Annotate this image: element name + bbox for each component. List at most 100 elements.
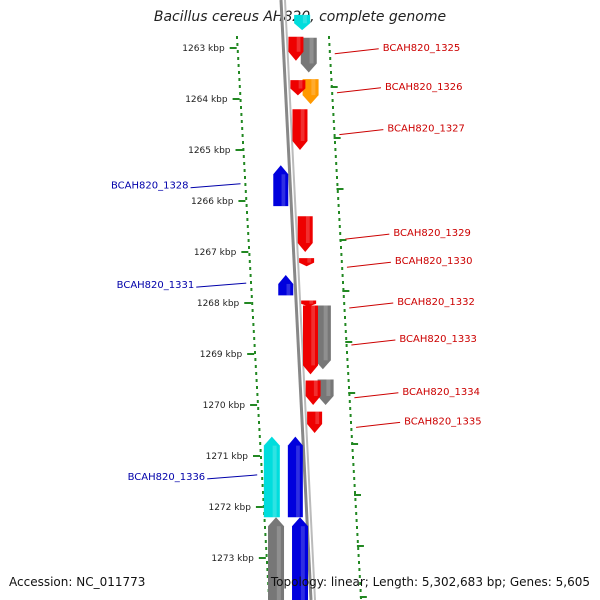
gene-arrow-g1326[interactable]: [290, 80, 306, 96]
ruler-dot: [260, 470, 263, 473]
ruler-dot: [328, 36, 330, 39]
ruler-dot: [254, 358, 257, 361]
ruler-tick-mark: [255, 506, 263, 508]
rna_cyan-feature[interactable]: [263, 436, 280, 518]
gene-label-g1333[interactable]: BCAH820_1333: [399, 334, 477, 345]
ruler-dot: [243, 162, 246, 165]
ruler-dot: [350, 428, 353, 431]
ruler-dot: [248, 253, 251, 256]
ruler-tick-mark: [348, 392, 356, 394]
ruler-dot: [260, 463, 263, 466]
ruler-dot: [332, 113, 335, 116]
ruler-dot: [266, 568, 269, 571]
ruler-dot: [258, 428, 261, 431]
pseudo_gray-feature[interactable]: [317, 379, 334, 406]
rna_cyan-feature[interactable]: [294, 14, 311, 31]
ruler-dot: [358, 575, 361, 578]
gene-arrow-g1334[interactable]: [305, 380, 321, 405]
ruler-dot: [248, 260, 251, 263]
ruler-dot: [254, 365, 257, 368]
pseudo_gray-feature[interactable]: [268, 517, 285, 600]
gene-arrow-g1328[interactable]: [273, 165, 289, 207]
ruler-dot: [344, 330, 347, 333]
gene-label-g1328[interactable]: BCAH820_1328: [111, 181, 189, 192]
pseudo_gray-feature[interactable]: [314, 305, 331, 370]
gene-arrow-g1329[interactable]: [297, 216, 313, 252]
ruler-dot: [352, 463, 355, 466]
ruler-tick-mark: [342, 290, 350, 292]
gene-arrow-g1329-shade: [305, 216, 310, 243]
ruler-dot: [236, 43, 239, 46]
ruler-dot: [244, 176, 246, 179]
gene-arrow-g1336[interactable]: [287, 436, 303, 518]
ruler-dots-right: [328, 36, 362, 599]
gene-arrow-g1333[interactable]: [302, 305, 318, 375]
ruler-dot: [346, 351, 348, 354]
ruler-dot: [266, 561, 268, 564]
ruler-tick-mark: [232, 98, 240, 100]
ruler-tick-mark: [345, 341, 353, 343]
ruler-dot: [340, 260, 343, 263]
reverse_gene-feature[interactable]: [292, 517, 309, 600]
gene-label-g1330[interactable]: BCAH820_1330: [395, 256, 473, 267]
gene-label-g1329[interactable]: BCAH820_1329: [393, 228, 471, 239]
ruler-dot: [344, 323, 347, 326]
gene-label-g1335[interactable]: BCAH820_1335: [404, 416, 482, 427]
ruler-dot: [245, 204, 248, 207]
ruler-dot: [264, 540, 267, 543]
ruler-dot: [247, 239, 250, 242]
gene-arrow-g1332-shade: [309, 300, 314, 304]
ruler-dot: [243, 169, 246, 172]
ruler-dot: [242, 148, 245, 151]
gene-arrow-g1332[interactable]: [301, 300, 317, 307]
ruler-tick-mark: [354, 494, 361, 496]
backbone-line: [284, 0, 316, 600]
ruler-dot: [345, 344, 348, 347]
genome-backbone: [279, 0, 316, 600]
ruler-dot: [237, 64, 240, 67]
ruler-dot: [338, 225, 341, 228]
ruler-tick-label: 1265 kbp: [188, 146, 231, 156]
ruler-tick-mark: [330, 86, 338, 88]
ruler-dot: [331, 99, 334, 102]
ruler-dot: [246, 225, 249, 228]
gene-arrow-g1330[interactable]: [299, 258, 315, 267]
ruler-dot: [250, 281, 252, 284]
ruler-dot: [262, 505, 265, 508]
ruler-tick-mark: [359, 596, 367, 598]
gene-arrow-g1335[interactable]: [307, 411, 323, 434]
gene-label-g1326[interactable]: BCAH820_1326: [385, 82, 463, 93]
ruler-dot: [349, 407, 352, 410]
ruler-dot: [347, 372, 350, 375]
ruler-dot: [355, 519, 358, 522]
ruler-tick-mark: [238, 200, 246, 202]
gene-label-g1334[interactable]: BCAH820_1334: [402, 387, 480, 398]
ruler-dot: [342, 281, 344, 284]
ruler-tick-label: 1269 kbp: [200, 350, 243, 360]
gene-arrow-g1327[interactable]: [292, 109, 308, 150]
gene-label-g1331[interactable]: BCAH820_1331: [117, 280, 195, 291]
gene-label-g1336[interactable]: BCAH820_1336: [128, 472, 206, 483]
pseudo_gray-feature[interactable]: [300, 37, 317, 73]
ruler-dot: [343, 302, 346, 305]
label-leader-line: [339, 129, 384, 136]
other_orange-feature[interactable]: [302, 79, 319, 105]
gene-labels: BCAH820_1325 BCAH820_1326 BCAH820_1327 BCAH…: [111, 43, 482, 483]
label-leader-line: [346, 261, 391, 268]
gene-label-g1332[interactable]: BCAH820_1332: [397, 297, 475, 308]
gene-arrow-g1325-shade: [296, 36, 301, 52]
ruler-dot: [347, 379, 350, 382]
gene-arrow-g1331[interactable]: [278, 274, 294, 296]
ruler-dot: [251, 302, 254, 305]
ruler-ticks: 1263 kbp 1264 kbp 1265 kbp 1266 kbp 1267 kbp…: [182, 44, 367, 598]
gene-label-g1325[interactable]: BCAH820_1325: [383, 43, 461, 54]
ruler-dot: [237, 57, 240, 60]
ruler-tick-mark: [336, 188, 344, 190]
gene-label-g1327[interactable]: BCAH820_1327: [387, 124, 465, 135]
ruler-dot: [240, 120, 243, 123]
gene-features[interactable]: [263, 14, 334, 600]
ruler-tick-mark: [356, 545, 364, 547]
ruler-dot: [353, 477, 356, 480]
gene-arrow-g1325[interactable]: [288, 36, 304, 61]
ruler-dot: [359, 589, 362, 592]
